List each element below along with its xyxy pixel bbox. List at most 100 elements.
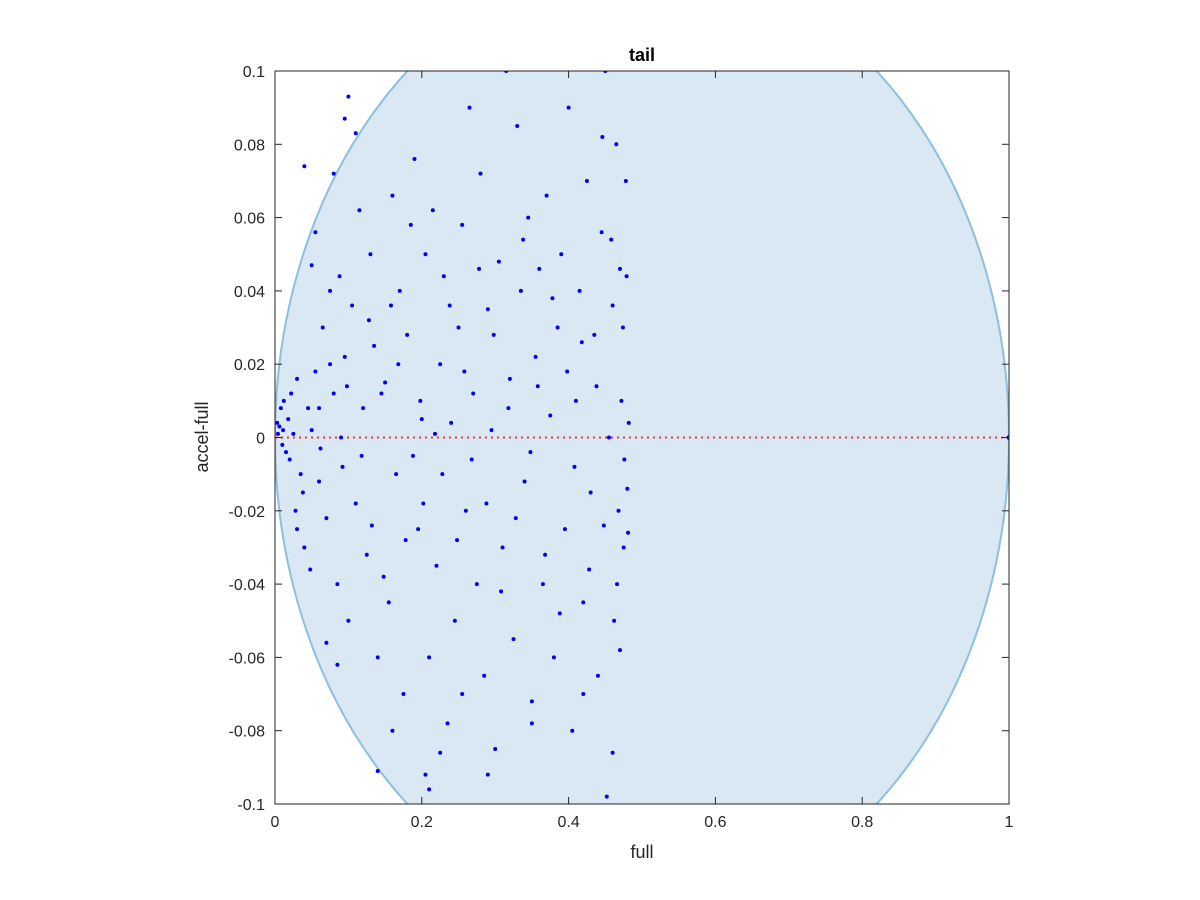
y-tick-label: 0.02 [234,357,265,374]
data-point [306,406,311,411]
y-tick-label: 0.1 [243,64,265,81]
data-point [418,398,423,403]
data-point [339,435,344,440]
data-point [416,527,421,532]
y-tick-label: 0.08 [234,137,265,154]
x-tick-label: 0.6 [704,814,726,831]
data-point [581,600,586,605]
data-point [544,193,549,198]
data-point [397,288,402,293]
data-point [455,538,460,543]
data-point [438,750,443,755]
data-point [449,420,454,425]
data-point [616,508,621,513]
data-point [293,508,298,513]
data-point [353,501,358,506]
data-point [588,490,593,495]
y-axis-label: accel-full [192,401,212,472]
data-point [328,288,333,293]
y-tick-label: -0.02 [229,504,266,521]
data-point [513,516,518,521]
data-point [620,325,625,330]
data-point [375,769,380,774]
data-point [579,340,584,345]
data-point [623,178,628,183]
plot-area [275,71,1009,804]
data-point [610,303,615,308]
data-point [573,398,578,403]
data-point [388,303,393,308]
data-point [526,215,531,220]
x-tick-label: 1 [1005,814,1014,831]
data-point [350,303,355,308]
data-point [289,391,294,396]
data-point [445,721,450,726]
data-point [427,787,432,792]
data-point [599,230,604,235]
data-point [533,354,538,359]
data-point [489,428,494,433]
data-point [361,406,366,411]
data-point [287,457,292,462]
data-point [369,523,374,528]
x-tick-label: 0 [271,814,280,831]
data-point [540,582,545,587]
data-point [624,274,629,279]
data-point [440,472,445,477]
data-point [529,699,534,704]
data-point [423,252,428,257]
data-point [500,545,505,550]
data-point [506,406,511,411]
x-tick-label: 0.4 [557,814,579,831]
data-point [612,618,617,623]
data-point [507,376,512,381]
data-point [477,266,482,271]
data-point [346,94,351,99]
data-point [300,490,305,495]
data-point [375,655,380,660]
data-point [535,384,540,389]
data-point [577,288,582,293]
data-point [493,747,498,752]
data-point [438,362,443,367]
data-point [318,446,323,451]
data-point [441,274,446,279]
data-point [537,266,542,271]
data-point [433,431,438,436]
data-point [566,105,571,110]
data-point [609,237,614,242]
data-point [381,574,386,579]
data-point [434,563,439,568]
data-point [328,362,333,367]
data-point [427,655,432,660]
data-point [522,479,527,484]
data-point [410,453,415,458]
data-point [617,648,622,653]
data-point [291,431,296,436]
y-tick-label: 0.06 [234,211,265,228]
data-point [302,164,307,169]
x-tick-label: 0.2 [411,814,433,831]
data-point [587,567,592,572]
data-point [379,391,384,396]
data-point [511,637,516,642]
data-point [562,527,567,532]
data-point [485,772,490,777]
data-point [595,673,600,678]
data-point [423,772,428,777]
data-point [622,457,627,462]
data-point [313,369,318,374]
y-tick-label: 0 [256,431,265,448]
data-point [619,398,624,403]
data-point [295,376,300,381]
data-point [317,479,322,484]
data-point [335,662,340,667]
data-point [275,431,280,436]
data-point [372,343,377,348]
data-point [403,538,408,543]
data-point [309,428,314,433]
data-point [452,618,457,623]
data-point [592,332,597,337]
data-point [478,171,483,176]
